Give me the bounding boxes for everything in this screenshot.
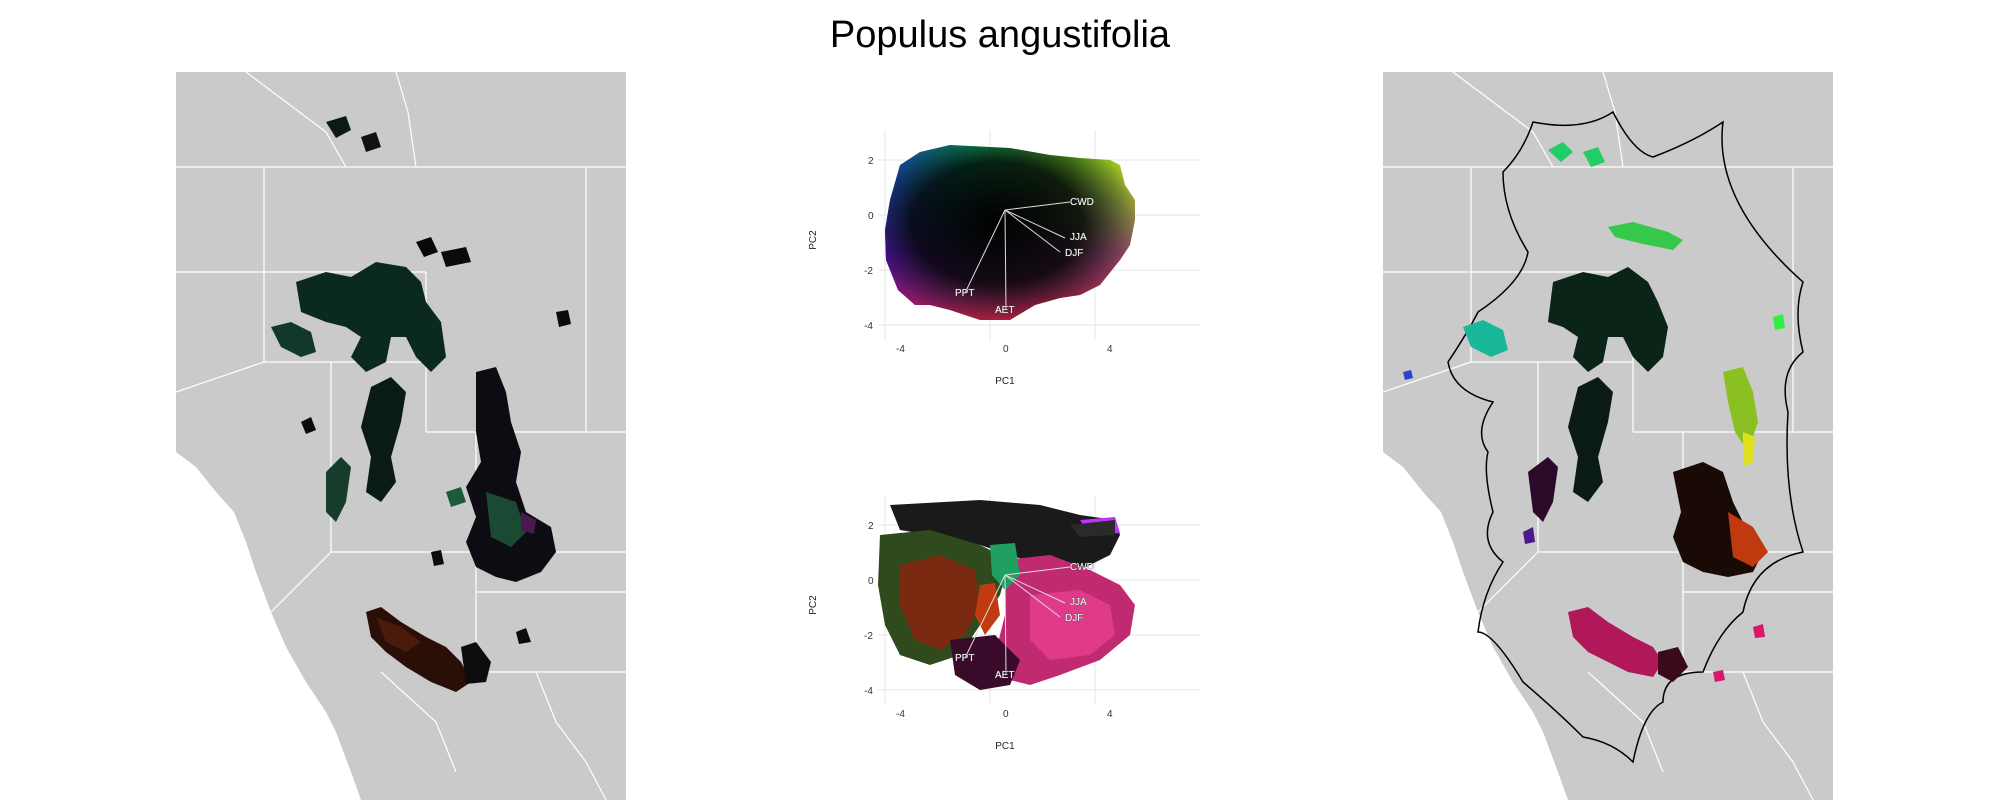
pca-top-vectors [964,201,1071,311]
x-tick-0: 0 [1003,709,1009,720]
x-tick-neg4: -4 [896,344,905,355]
vector-label-aet: AET [995,305,1014,316]
x-tick-4: 4 [1107,709,1113,720]
x-tick-neg4: -4 [896,709,905,720]
y-tick-neg4: -4 [864,321,873,332]
pca-bottom-canvas: CWD JJA DJF PPT AET 2 0 -2 -4 -4 0 4 PC1… [808,495,1200,752]
y-tick-neg2: -2 [864,266,873,277]
range-hull-outline [1447,110,1804,764]
y-tick-0: 0 [868,576,874,587]
pca-top-colored-cloud [885,145,1135,320]
y-tick-neg4: -4 [864,686,873,697]
vector-label-djf: DJF [1065,613,1083,624]
vector-label-cwd: CWD [1070,197,1094,208]
range-patches [1403,142,1785,682]
right-map-canvas [1383,72,1833,800]
y-axis-title: PC2 [808,230,819,250]
vector-label-jja: JJA [1070,597,1087,608]
y-tick-neg2: -2 [864,631,873,642]
ocean-area [176,452,361,800]
range-patches [271,116,571,692]
page-title: Populus angustifolia [829,14,1171,56]
y-tick-2: 2 [868,156,874,167]
left-map-canvas [176,72,626,800]
pca-occurrence-plot: CWD JJA DJF PPT AET 2 0 -2 -4 -4 0 4 PC1… [780,475,1200,765]
x-axis-title: PC1 [995,741,1015,752]
y-tick-2: 2 [868,521,874,532]
ocean-area [1383,452,1568,800]
left-range-map [176,72,626,800]
right-range-map [1383,72,1833,800]
vector-label-jja: JJA [1070,232,1087,243]
pca-bottom-point-cloud [878,500,1135,690]
gulf-area [288,672,336,800]
pca-top-canvas: CWD JJA DJF PPT AET 2 0 -2 -4 -4 0 4 PC1… [808,130,1200,387]
vector-label-cwd: CWD [1070,562,1094,573]
y-axis-title: PC2 [808,595,819,615]
vector-label-ppt: PPT [955,653,974,664]
vector-label-djf: DJF [1065,248,1083,259]
pca-bottom-vectors [964,566,1071,676]
x-tick-0: 0 [1003,344,1009,355]
x-tick-4: 4 [1107,344,1113,355]
pca-color-key-plot: CWD JJA DJF PPT AET 2 0 -2 -4 -4 0 4 PC1… [780,110,1200,400]
vector-label-ppt: PPT [955,288,974,299]
vector-label-aet: AET [995,670,1014,681]
x-axis-title: PC1 [995,376,1015,387]
y-tick-0: 0 [868,211,874,222]
